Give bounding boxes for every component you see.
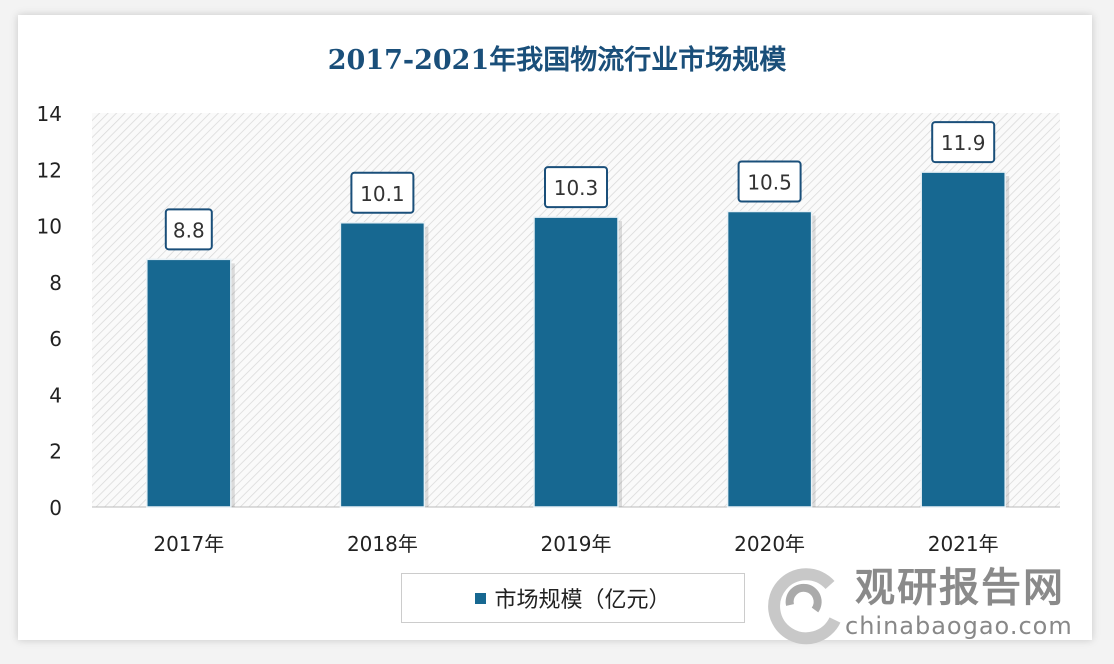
- data-label: 10.3: [554, 176, 599, 200]
- x-tick-label: 2019年: [541, 532, 612, 556]
- data-label: 10.1: [360, 182, 405, 206]
- data-label-box: [544, 166, 608, 209]
- bar: [920, 171, 1006, 508]
- watermark-cn: 观研报告网: [855, 565, 1065, 611]
- x-tick-label: 2018年: [347, 532, 418, 556]
- bar: [146, 258, 232, 508]
- data-label: 10.5: [747, 171, 792, 195]
- y-tick-label: 4: [49, 383, 62, 407]
- legend-label: 市场规模（亿元）: [494, 588, 671, 613]
- watermark-en: chinabaogao.com: [845, 612, 1073, 640]
- y-tick-label: 2: [49, 440, 62, 464]
- y-tick-label: 12: [37, 158, 62, 182]
- legend: 市场规模（亿元）: [401, 573, 745, 623]
- y-tick-label: 14: [37, 102, 62, 126]
- data-label-box: [931, 121, 996, 164]
- y-tick-label: 6: [49, 327, 62, 351]
- x-tick-label: 2017年: [153, 532, 224, 556]
- legend-swatch: [475, 592, 487, 604]
- data-label: 11.9: [941, 131, 986, 155]
- y-tick-label: 0: [49, 496, 62, 520]
- bar: [533, 216, 619, 508]
- data-label-box: [164, 208, 213, 251]
- bar: [339, 222, 426, 508]
- watermark-logo-icon: [768, 568, 841, 645]
- data-label-box: [737, 160, 802, 203]
- bar: [726, 210, 813, 508]
- y-tick-label: 8: [49, 271, 62, 295]
- x-tick-label: 2020年: [734, 532, 805, 556]
- y-tick-label: 10: [37, 215, 62, 239]
- chart-title: 2017-2021年我国物流行业市场规模: [327, 45, 787, 76]
- data-label-box: [350, 171, 415, 214]
- data-label: 8.8: [173, 218, 205, 242]
- x-tick-label: 2021年: [928, 532, 999, 556]
